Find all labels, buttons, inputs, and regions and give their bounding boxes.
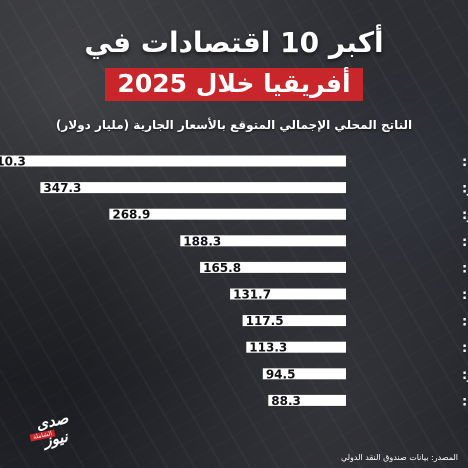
category-label: كوت ديفوار: [462, 368, 468, 383]
bar-value-label: 94.5 [266, 367, 296, 381]
bar-9 [268, 394, 346, 406]
bar-value-label: 347.3 [43, 181, 81, 195]
category-label: الجزائر: [462, 208, 468, 223]
bar-7 [246, 341, 346, 353]
bar-3 [180, 235, 346, 247]
bar-value-label: 88.3 [271, 394, 301, 408]
bar-value-label: 188.3 [183, 234, 221, 248]
bar-4 [200, 261, 346, 273]
chart-caption: الناتج المحلي الإجمالي المتوقع بالأسعار … [55, 118, 413, 132]
brand-logo: صدى نيوز الشاملة [24, 408, 84, 450]
bar-value-label: 113.3 [249, 341, 287, 355]
bar-6 [242, 315, 346, 327]
category-label: جنوب أفريقيا: [462, 153, 468, 170]
bar-2 [109, 208, 346, 220]
bar-5 [230, 288, 346, 300]
category-label: مصر: [462, 182, 468, 197]
category-label: غانا: [462, 394, 468, 409]
category-label: كينيا: [462, 288, 468, 303]
bar-8 [262, 368, 346, 380]
category-label: نيجيريا: [462, 235, 468, 250]
chart-subtitle: أفريقيا خلال 2025 [105, 68, 363, 101]
bar-value-label: 165.8 [203, 261, 241, 275]
chart-title: أكبر 10 اقتصادات في [84, 26, 384, 59]
bar-value-label: 410.3 [0, 155, 26, 169]
bar-value-label: 268.9 [112, 208, 150, 222]
bar-0 [0, 155, 346, 167]
chart-subtitle-wrap: أفريقيا خلال 2025 [0, 68, 468, 101]
category-label: إثيوبيا: [462, 315, 468, 330]
source-note: المصدر: بيانات صندوق النقد الدولي [340, 453, 458, 462]
bar-value-label: 117.5 [246, 314, 284, 328]
category-label: أنغولا: [462, 339, 468, 356]
category-label: المغرب: [462, 261, 468, 276]
bar-1 [40, 182, 346, 194]
bar-value-label: 131.7 [233, 288, 271, 302]
